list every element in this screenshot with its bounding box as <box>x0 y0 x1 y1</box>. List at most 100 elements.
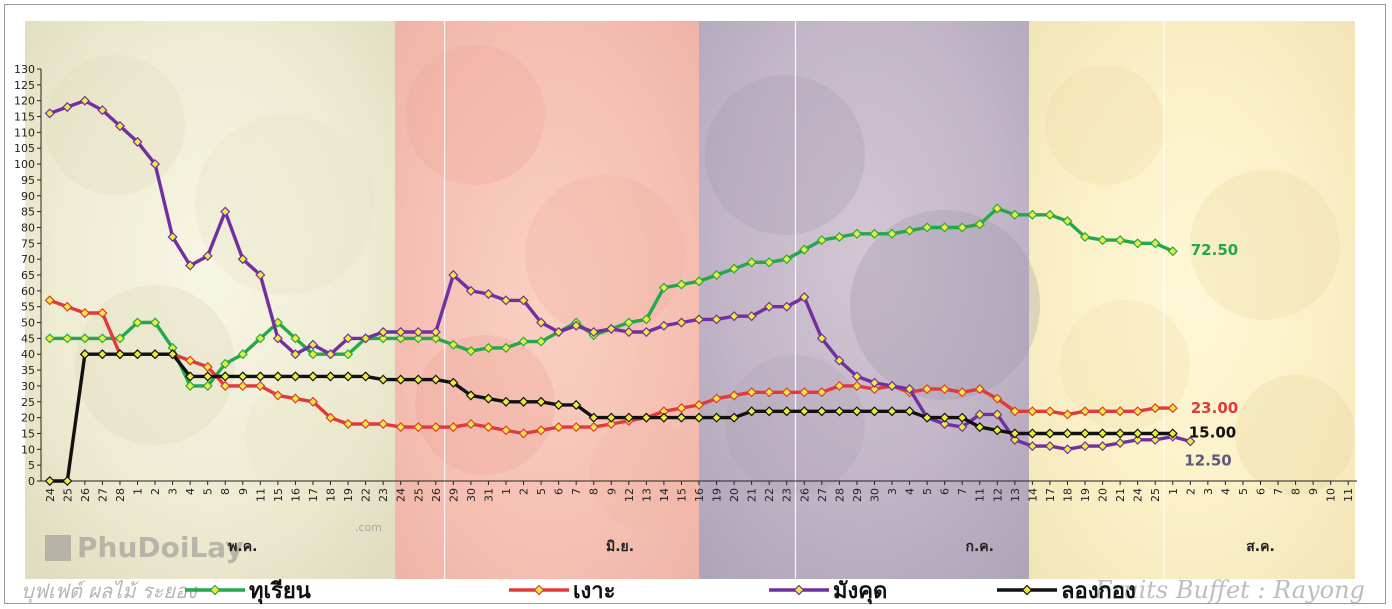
data-point <box>290 333 301 344</box>
y-tick-label: 25 <box>21 396 35 409</box>
data-point <box>1097 428 1108 439</box>
data-point <box>290 371 301 382</box>
data-point <box>343 418 354 430</box>
y-tick-label: 40 <box>21 348 35 361</box>
data-point <box>185 260 196 271</box>
x-tick-label: 15 <box>272 488 285 502</box>
x-tick-label: 28 <box>114 488 127 502</box>
data-point <box>992 425 1003 436</box>
data-point <box>1009 209 1020 220</box>
data-point <box>325 412 336 423</box>
data-point <box>676 412 687 423</box>
data-point <box>711 269 722 281</box>
x-tick-label: 30 <box>868 488 881 502</box>
data-point <box>1044 209 1055 220</box>
data-point <box>746 387 757 398</box>
data-point <box>62 333 73 344</box>
data-point <box>1132 428 1143 439</box>
x-tick-label: 3 <box>886 488 899 495</box>
data-point <box>272 390 283 401</box>
data-point <box>816 333 827 344</box>
data-point <box>1132 434 1143 445</box>
data-point <box>746 257 757 268</box>
data-point <box>132 317 143 328</box>
data-point <box>360 333 371 344</box>
data-point <box>536 317 547 328</box>
data-point <box>536 336 547 347</box>
y-tick-label: 45 <box>21 332 35 345</box>
logo-subtext: .com <box>355 521 382 534</box>
data-point <box>799 406 810 417</box>
data-point <box>816 235 827 246</box>
data-point <box>992 203 1003 214</box>
data-point <box>1115 235 1126 246</box>
data-point <box>114 333 126 344</box>
series-group <box>44 95 1196 455</box>
x-tick-label: 26 <box>79 488 92 502</box>
data-point <box>1079 406 1091 417</box>
data-point <box>1009 406 1020 417</box>
data-point <box>886 228 898 239</box>
data-point <box>1167 403 1178 414</box>
x-tick-label: 12 <box>991 488 1004 502</box>
legend-item: ลองกอง <box>997 579 1136 604</box>
data-point <box>1062 409 1073 420</box>
x-tick-label: 17 <box>1044 488 1057 502</box>
y-tick-label: 15 <box>21 427 35 440</box>
data-point <box>571 422 582 433</box>
x-tick-label: 16 <box>289 488 302 502</box>
data-point <box>799 244 810 255</box>
data-point <box>693 276 705 287</box>
data-point <box>413 326 424 338</box>
data-point <box>764 301 775 312</box>
data-point <box>202 250 213 262</box>
x-tick-label: 4 <box>904 488 917 495</box>
x-tick-label: 5 <box>921 488 934 495</box>
data-point <box>430 374 441 385</box>
data-point <box>1097 235 1108 246</box>
y-tick-label: 30 <box>21 380 35 393</box>
data-point <box>79 333 90 344</box>
legend-item: มังคุด <box>769 579 887 605</box>
photo-background <box>25 21 1355 579</box>
data-point <box>360 418 371 430</box>
data-point <box>992 393 1003 404</box>
data-point <box>939 412 950 423</box>
data-point <box>746 311 757 322</box>
data-point <box>922 384 933 395</box>
data-point <box>588 326 599 338</box>
x-tick-label: 13 <box>640 488 653 502</box>
x-tick-label: 3 <box>1202 488 1215 495</box>
data-point <box>869 406 880 417</box>
data-point <box>395 422 406 433</box>
data-point <box>729 311 740 322</box>
x-tick-label: 25 <box>61 488 74 502</box>
data-point <box>974 219 985 230</box>
data-point <box>237 371 248 382</box>
data-point <box>500 342 512 353</box>
data-point <box>606 418 617 430</box>
series-lines <box>44 95 1196 487</box>
data-point <box>114 120 126 132</box>
data-point <box>518 295 529 306</box>
data-point <box>307 349 319 360</box>
y-tick-label: 90 <box>21 190 35 203</box>
data-point <box>97 333 108 344</box>
x-tick-label: 7 <box>570 488 583 495</box>
y-tick-label: 115 <box>14 111 35 124</box>
data-point <box>465 346 476 357</box>
x-tick-label: 5 <box>1237 488 1250 495</box>
x-tick-label: 22 <box>763 488 776 502</box>
data-point <box>448 377 459 388</box>
data-point <box>623 326 634 338</box>
x-tick-label: 29 <box>447 488 460 502</box>
data-point <box>851 228 862 239</box>
y-tick-label: 110 <box>14 126 35 139</box>
data-point <box>79 307 90 319</box>
data-point <box>395 374 406 385</box>
x-tick-label: 14 <box>658 488 671 502</box>
data-point <box>255 380 266 391</box>
data-point <box>781 406 792 417</box>
data-point <box>150 349 161 360</box>
data-point <box>693 314 705 325</box>
